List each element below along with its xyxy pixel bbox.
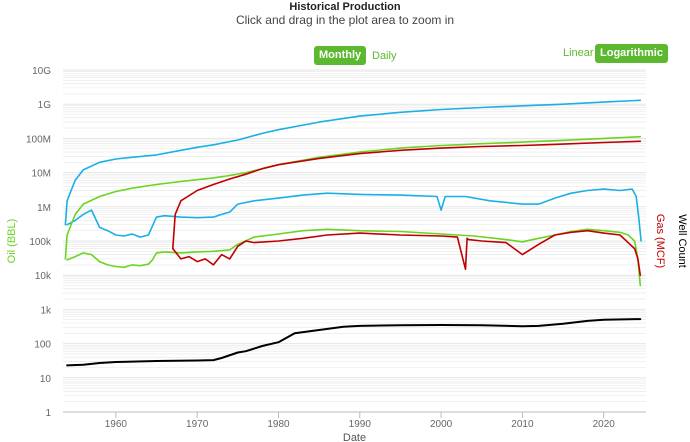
- right-axis-title: Well Count: [676, 214, 688, 268]
- series-gas-mcf: [172, 229, 642, 277]
- x-tick-label: 2010: [511, 419, 534, 430]
- series-oil-cumulative: [64, 135, 642, 260]
- y-tick-label: 1: [45, 408, 51, 419]
- linear-button[interactable]: Linear: [563, 47, 594, 59]
- series-water: [66, 188, 642, 242]
- series-oil-bbl: [66, 228, 642, 287]
- y-tick-label: 1k: [40, 305, 52, 316]
- x-tick-label: 1990: [349, 419, 372, 430]
- monthly-button[interactable]: Monthly: [314, 46, 367, 65]
- x-tick-label: 2020: [593, 419, 616, 430]
- series-water-cumulative: [64, 99, 642, 226]
- x-tick-label: 1970: [186, 419, 209, 430]
- y-tick-label: 100k: [29, 237, 52, 248]
- y-tick-label: 10G: [32, 66, 51, 77]
- y-tick-label: 10: [40, 374, 52, 385]
- chart-title: Historical Production: [289, 1, 401, 13]
- y-tick-label: 10M: [32, 169, 51, 180]
- x-tick-label: 2000: [430, 419, 453, 430]
- chart-subtitle: Click and drag in the plot area to zoom …: [235, 13, 455, 27]
- axis-labels: 1 10 100 1k 10k 100k 1M 10M 100M 1G 10G 1960 1970 198…: [6, 66, 688, 442]
- y-tick-label: 10k: [35, 271, 52, 282]
- right-axis-title: Gas (MCF): [654, 214, 666, 268]
- daily-button[interactable]: Daily: [372, 50, 397, 62]
- x-tick-label: 1980: [267, 419, 290, 430]
- left-axis-title: Oil (BBL): [6, 219, 18, 264]
- logarithmic-button[interactable]: Logarithmic: [595, 44, 668, 63]
- x-tick-label: 1960: [105, 419, 128, 430]
- y-tick-label: 1M: [37, 203, 51, 214]
- y-tick-label: 100: [34, 340, 51, 351]
- series-gas-cumulative: [172, 140, 642, 250]
- axes: [63, 411, 646, 418]
- series-well-count: [66, 318, 642, 367]
- x-axis-title: Date: [343, 432, 366, 442]
- y-tick-label: 100M: [26, 134, 51, 145]
- series-lines: [64, 99, 642, 367]
- y-tick-label: 1G: [38, 100, 52, 111]
